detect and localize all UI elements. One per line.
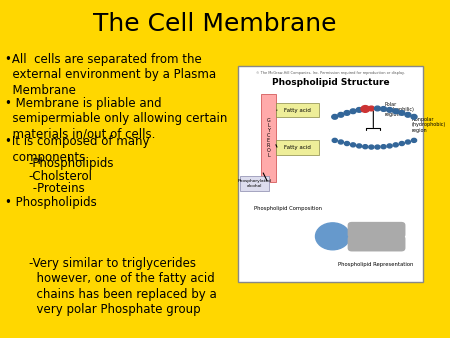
Circle shape — [374, 106, 380, 111]
Circle shape — [405, 113, 411, 117]
Circle shape — [338, 140, 343, 144]
Circle shape — [315, 223, 350, 250]
FancyBboxPatch shape — [238, 66, 423, 282]
FancyBboxPatch shape — [276, 140, 319, 154]
Text: -Very similar to triglycerides
  however, one of the fatty acid
  chains has bee: -Very similar to triglycerides however, … — [28, 257, 216, 316]
Circle shape — [393, 143, 398, 147]
Circle shape — [332, 115, 338, 119]
Circle shape — [405, 140, 410, 144]
Circle shape — [381, 145, 386, 149]
Text: Phosphorylated
alcohol: Phosphorylated alcohol — [238, 179, 271, 188]
Circle shape — [387, 144, 392, 148]
Circle shape — [369, 145, 374, 149]
Circle shape — [338, 113, 344, 117]
Circle shape — [411, 115, 417, 119]
Circle shape — [363, 145, 368, 149]
Text: •It is composed of many
  components.: •It is composed of many components. — [5, 135, 149, 164]
FancyBboxPatch shape — [261, 94, 276, 182]
Circle shape — [356, 107, 362, 112]
Circle shape — [332, 138, 338, 142]
Circle shape — [361, 105, 369, 112]
Text: • Phospholipids: • Phospholipids — [5, 196, 97, 209]
Circle shape — [387, 107, 393, 112]
Circle shape — [399, 142, 405, 146]
Text: •All  cells are separated from the
  external environment by a Plasma
  Membrane: •All cells are separated from the extern… — [5, 53, 216, 97]
Text: Phospholipid Representation: Phospholipid Representation — [338, 262, 413, 267]
Text: The Cell Membrane: The Cell Membrane — [93, 13, 337, 37]
Circle shape — [381, 106, 387, 111]
Text: Fatty acid: Fatty acid — [284, 145, 311, 150]
Text: • Membrane is pliable and
  semipermiable only allowing certain
  materials in/o: • Membrane is pliable and semipermiable … — [5, 97, 227, 141]
Circle shape — [350, 109, 356, 114]
FancyBboxPatch shape — [348, 235, 405, 251]
Circle shape — [375, 145, 380, 149]
Circle shape — [344, 111, 350, 115]
Circle shape — [351, 143, 356, 147]
FancyBboxPatch shape — [276, 103, 319, 118]
Circle shape — [411, 138, 417, 142]
Text: -Phospholipids: -Phospholipids — [28, 157, 114, 170]
Text: Fatty acid: Fatty acid — [284, 107, 311, 113]
Circle shape — [369, 106, 374, 111]
Text: G
L
Y
C
E
R
O
L: G L Y C E R O L — [266, 118, 270, 158]
Text: -Proteins: -Proteins — [28, 183, 84, 195]
Text: Phospholipid Structure: Phospholipid Structure — [272, 78, 389, 87]
Text: -Cholsterol: -Cholsterol — [28, 170, 93, 183]
Text: Polar
(hydrophilic)
region: Polar (hydrophilic) region — [384, 102, 415, 118]
Circle shape — [393, 109, 399, 114]
Text: Phospholipid Composition: Phospholipid Composition — [254, 206, 322, 211]
Text: Nonpolar
(hydrophobic)
region: Nonpolar (hydrophobic) region — [412, 117, 446, 132]
Circle shape — [356, 144, 362, 148]
FancyBboxPatch shape — [240, 176, 269, 191]
Circle shape — [399, 111, 405, 115]
FancyBboxPatch shape — [348, 222, 405, 238]
Circle shape — [344, 142, 350, 146]
Text: © The McGraw-Hill Companies, Inc. Permission required for reproduction or displa: © The McGraw-Hill Companies, Inc. Permis… — [256, 71, 405, 75]
